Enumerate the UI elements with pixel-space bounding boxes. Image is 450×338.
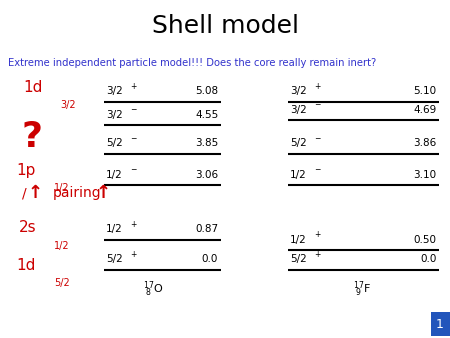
Text: 3.10: 3.10 xyxy=(414,170,436,179)
Text: 5.10: 5.10 xyxy=(414,86,436,96)
Text: 3.85: 3.85 xyxy=(195,138,218,148)
Text: 1/2: 1/2 xyxy=(54,183,70,193)
Text: 5.08: 5.08 xyxy=(195,86,218,96)
Text: 4.55: 4.55 xyxy=(195,110,218,120)
Text: +: + xyxy=(315,250,321,259)
Text: Extreme independent particle model!!! Does the core really remain inert?: Extreme independent particle model!!! Do… xyxy=(8,58,376,68)
Text: /: / xyxy=(22,186,27,200)
Text: 5/2: 5/2 xyxy=(290,138,307,148)
Text: Nuclear and Radiation Physics, BAU, First Semester, 2007-2008
(Saed Dababneh).: Nuclear and Radiation Physics, BAU, Firs… xyxy=(9,317,231,331)
Text: 0.50: 0.50 xyxy=(414,235,436,245)
Text: −: − xyxy=(130,105,136,115)
Text: 3/2: 3/2 xyxy=(61,100,77,110)
Text: +: + xyxy=(315,231,321,240)
Text: 3.86: 3.86 xyxy=(413,138,436,148)
Text: 1/2: 1/2 xyxy=(106,224,122,234)
Text: 5/2: 5/2 xyxy=(54,278,70,288)
Text: 1d: 1d xyxy=(17,258,36,273)
Text: −: − xyxy=(130,134,136,143)
Text: 5/2: 5/2 xyxy=(290,254,307,264)
Text: 3/2: 3/2 xyxy=(106,110,122,120)
Text: 3/2: 3/2 xyxy=(290,104,307,115)
Text: 3.06: 3.06 xyxy=(195,170,218,179)
Text: +: + xyxy=(130,220,136,229)
Text: ↑: ↑ xyxy=(96,184,111,202)
Text: +: + xyxy=(130,82,136,91)
Text: 0.87: 0.87 xyxy=(195,224,218,234)
Text: ↑: ↑ xyxy=(27,184,43,202)
Text: 3/2: 3/2 xyxy=(106,86,122,96)
Text: −: − xyxy=(315,100,321,110)
Text: 0.0: 0.0 xyxy=(202,254,218,264)
Text: 1/2: 1/2 xyxy=(106,170,122,179)
Text: 5/2: 5/2 xyxy=(106,138,122,148)
Text: 1/2: 1/2 xyxy=(54,241,70,250)
Text: 1p: 1p xyxy=(17,163,36,178)
Text: +: + xyxy=(315,82,321,91)
Text: 4.69: 4.69 xyxy=(413,104,436,115)
Text: 1: 1 xyxy=(436,318,444,331)
Text: −: − xyxy=(130,165,136,174)
Text: ?: ? xyxy=(21,120,42,154)
Text: 1d: 1d xyxy=(23,80,43,95)
Text: 5/2: 5/2 xyxy=(106,254,122,264)
Text: 2s: 2s xyxy=(18,220,36,235)
Text: −: − xyxy=(315,165,321,174)
Text: $^{17}_{\ 9}$F: $^{17}_{\ 9}$F xyxy=(353,279,371,298)
Text: 3/2: 3/2 xyxy=(290,86,307,96)
Text: −: − xyxy=(315,134,321,143)
Text: pairing: pairing xyxy=(53,186,102,200)
Text: +: + xyxy=(130,250,136,259)
Text: 1/2: 1/2 xyxy=(290,235,307,245)
Text: $^{17}_{\ 8}$O: $^{17}_{\ 8}$O xyxy=(143,279,163,298)
Text: Shell model: Shell model xyxy=(152,14,298,38)
Text: 0.0: 0.0 xyxy=(420,254,436,264)
Text: 1/2: 1/2 xyxy=(290,170,307,179)
